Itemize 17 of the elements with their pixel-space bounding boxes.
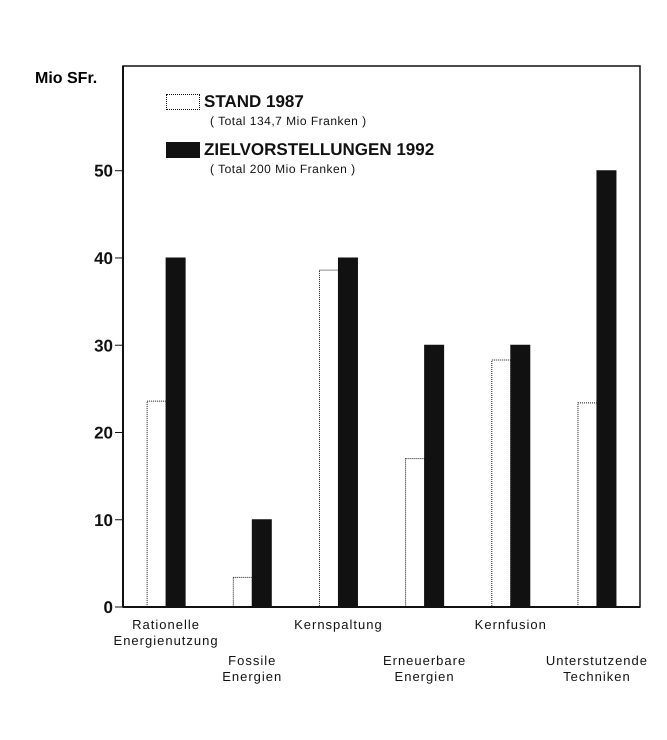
x-tick-label: Kernfusion	[474, 617, 547, 632]
y-tick-label: 40	[94, 249, 113, 268]
x-tick-label: Rationelle Energienutzung	[114, 617, 219, 648]
y-axis-title: Mio SFr.	[35, 70, 98, 88]
y-tick-label: 20	[94, 424, 113, 443]
legend-label: STAND 1987	[204, 92, 304, 112]
x-tick-label: Unterstutzende Techniken	[546, 653, 648, 684]
annotation: ( Total 200 Mio Franken )	[210, 162, 357, 176]
y-tick-label: 0	[104, 598, 113, 618]
x-tick-label: Erneuerbare Energien	[382, 653, 466, 684]
y-tick-label: 10	[94, 510, 113, 530]
annotation: ( Total 134,7 Mio Franken )	[210, 114, 368, 128]
y-tick-label: 50	[94, 162, 113, 181]
y-tick-label: 30	[94, 336, 113, 356]
legend-label: ZIELVORSTELLUNGEN 1992	[204, 140, 434, 160]
x-tick-label: Kernspaltung	[294, 617, 383, 632]
x-tick-label: Fossile Energien	[222, 653, 282, 684]
